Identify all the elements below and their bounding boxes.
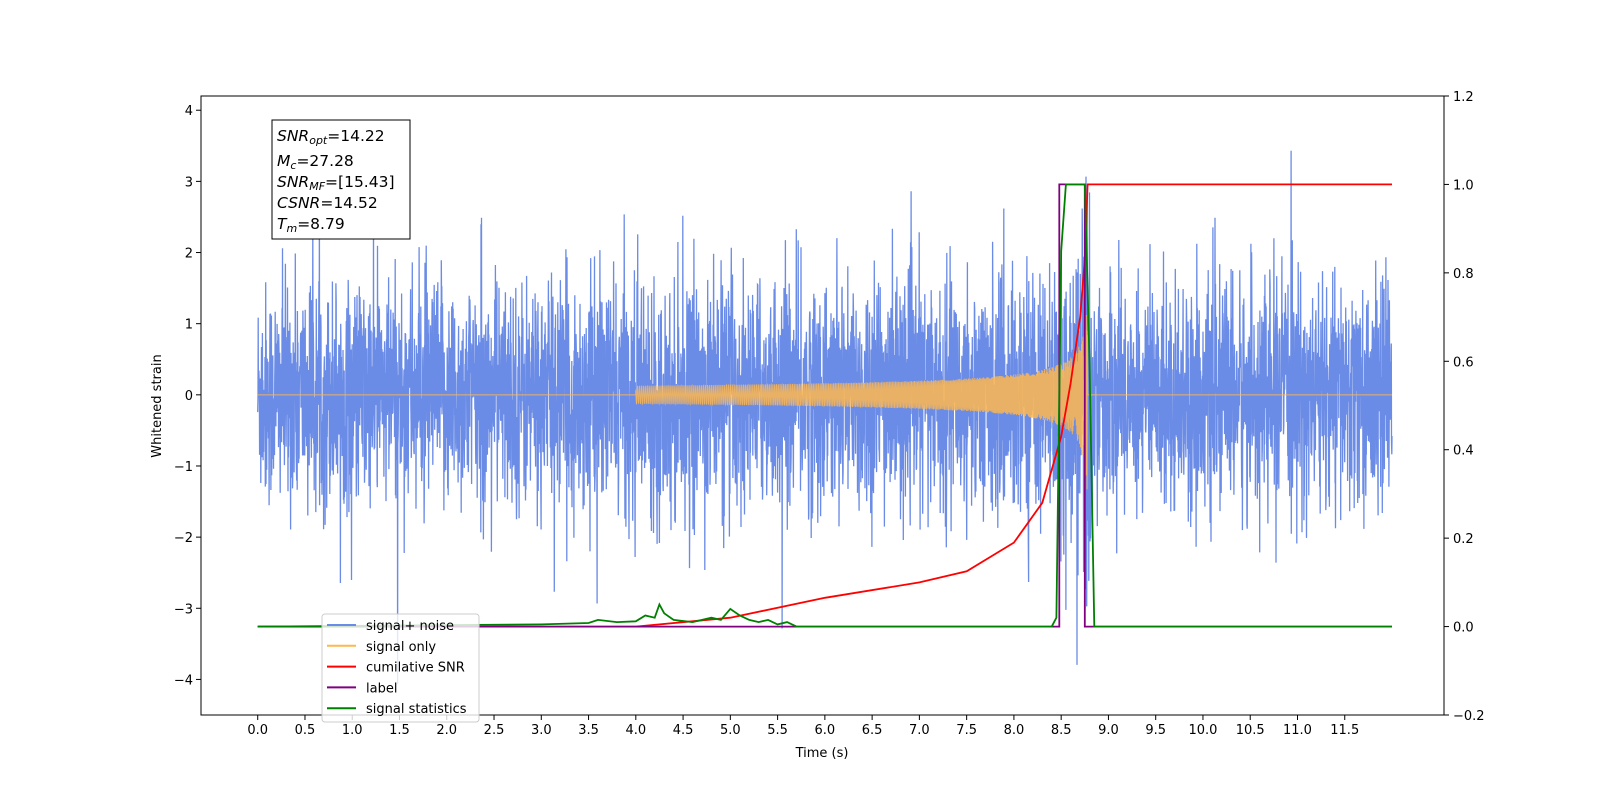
y2-tick-label: 0.0 (1453, 621, 1474, 636)
x-tick-label: 2.0 (436, 723, 457, 738)
annotation-frame (271, 119, 411, 240)
x-tick-label: 8.0 (1004, 723, 1025, 738)
series-signal-statistics (257, 183, 1392, 628)
annotation-line: SNRMF=[15.43] (277, 173, 395, 193)
x-tick-label: 3.5 (578, 723, 599, 738)
x-tick-label: 9.5 (1145, 723, 1166, 738)
y2-tick-label: 0.8 (1453, 267, 1474, 282)
y2-tick-label: 0.2 (1453, 532, 1474, 547)
legend-entry: signal+ noise (366, 619, 454, 634)
x-tick-label: 1.5 (389, 723, 410, 738)
x-tick-label: 10.5 (1236, 723, 1265, 738)
x-tick-label: 10.0 (1188, 723, 1217, 738)
legend-entry: label (366, 681, 397, 696)
y2-tick-label: 0.6 (1453, 355, 1474, 370)
y-tick-label: 0 (185, 389, 193, 404)
annotation-line: Tm=8.79 (277, 215, 345, 235)
x-tick-label: 6.0 (815, 723, 836, 738)
x-tick-label: 8.5 (1051, 723, 1072, 738)
series-signal-plus-noise (257, 150, 1393, 685)
x-tick-label: 11.0 (1283, 723, 1312, 738)
series-signal-only (257, 314, 1393, 490)
y2-tick-label: 1.2 (1453, 90, 1474, 105)
annotation-box: SNRopt=14.22 Mc=27.28SNRMF=[15.43]CSNR=14… (271, 119, 411, 240)
ticks: 0.0 0.5 1.0 1.5 2.0 2.5 3.0 3.5 4.0 4.5 5.0 5.5 6.0 6… (174, 90, 1485, 738)
x-tick-label: 5.0 (720, 723, 741, 738)
x-tick-label: 5.5 (767, 723, 788, 738)
y2-tick-label: 0.4 (1453, 444, 1474, 459)
x-tick-label: 2.5 (484, 723, 505, 738)
y2-tick-label: 1.0 (1453, 178, 1474, 193)
legend-entry: signal statistics (366, 702, 467, 717)
x-axis-label: Time (s) (795, 746, 849, 761)
x-tick-label: 0.5 (295, 723, 316, 738)
x-tick-label: 6.5 (862, 723, 883, 738)
annotation-line: Mc=27.28 (277, 152, 354, 172)
legend-entry: signal only (366, 640, 436, 655)
x-tick-label: 9.0 (1098, 723, 1119, 738)
annotation-line: SNRopt=14.22 (277, 127, 385, 147)
x-tick-label: 7.5 (956, 723, 977, 738)
annotation-line: CSNR=14.52 (277, 194, 378, 212)
x-tick-label: 7.0 (909, 723, 930, 738)
y-tick-label: −3 (174, 602, 193, 617)
y-tick-label: 3 (185, 175, 193, 190)
y-tick-label: −4 (174, 673, 193, 688)
y-tick-label: 2 (185, 247, 193, 262)
y2-tick-label: −0.2 (1453, 709, 1485, 724)
y-tick-label: −2 (174, 531, 193, 546)
x-tick-label: 4.0 (625, 723, 646, 738)
legend: signal+ noise signal only cumilative SNR la… (321, 613, 480, 723)
y-tick-label: −1 (174, 460, 193, 475)
axes-frame (200, 95, 1445, 716)
x-tick-label: 4.5 (673, 723, 694, 738)
y-axis-label: Whitened strain (150, 354, 165, 457)
y-tick-label: 1 (185, 318, 193, 333)
plot-area (257, 150, 1393, 685)
legend-entry: cumilative SNR (366, 661, 465, 676)
y-tick-label: 4 (185, 104, 193, 119)
legend-frame (321, 613, 480, 723)
x-tick-label: 3.0 (531, 723, 552, 738)
x-tick-label: 1.0 (342, 723, 363, 738)
x-tick-label: 11.5 (1330, 723, 1359, 738)
x-tick-label: 0.0 (247, 723, 268, 738)
